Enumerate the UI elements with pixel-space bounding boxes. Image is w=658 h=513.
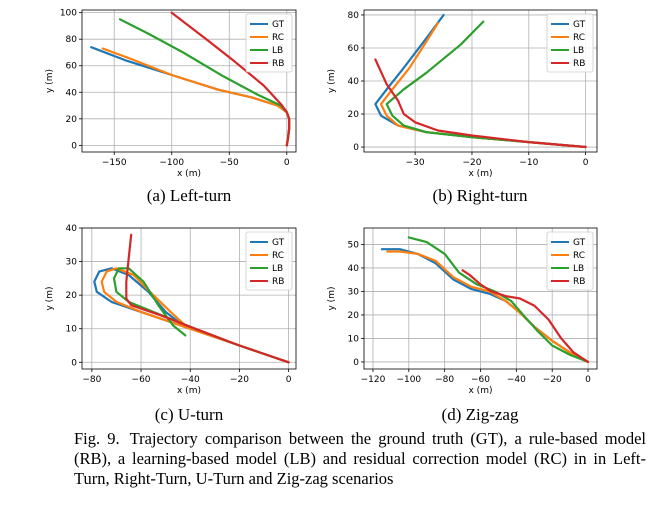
x-axis-label: x (m): [469, 386, 493, 396]
y-tick-label: 20: [348, 311, 360, 321]
legend-box: [245, 13, 293, 73]
y-tick-label: 0: [71, 141, 77, 151]
legend-label-lb: LB: [573, 264, 584, 274]
x-tick-label: −10: [519, 158, 538, 168]
x-tick-label: −40: [181, 375, 200, 385]
caption-label: Fig. 9.: [74, 429, 120, 448]
y-tick-label: 80: [348, 11, 360, 21]
x-axis-label: x (m): [469, 169, 493, 179]
chart-panel-3: −80 −60 −40 −20 0 0 10 20 30 40 x (m) y (m) GT RC LB RB…: [45, 224, 297, 424]
y-tick-label: 0: [353, 143, 359, 153]
y-tick-label: 0: [71, 358, 77, 368]
y-tick-label: 20: [348, 110, 360, 120]
subcaption: (d) Zig-zag: [442, 405, 519, 424]
y-axis-label: y (m): [45, 287, 55, 311]
legend-label-rb: RB: [573, 277, 585, 287]
x-tick-label: −20: [462, 158, 481, 168]
x-tick-label: 0: [585, 375, 591, 385]
legend-label-gt: GT: [573, 20, 586, 30]
x-tick-label: −150: [102, 158, 127, 168]
x-tick-label: −20: [543, 375, 562, 385]
y-tick-label: 60: [348, 44, 360, 54]
legend-label-gt: GT: [272, 238, 285, 248]
x-tick-label: −30: [406, 158, 425, 168]
y-axis-label: y (m): [45, 69, 55, 93]
y-tick-label: 40: [348, 77, 360, 87]
x-tick-label: −120: [361, 375, 386, 385]
y-axis-label: y (m): [327, 69, 337, 93]
x-tick-label: −40: [507, 375, 526, 385]
x-tick-label: −60: [132, 375, 151, 385]
y-tick-label: 80: [66, 35, 78, 45]
legend-label-rb: RB: [573, 59, 585, 69]
y-tick-label: 20: [66, 291, 78, 301]
subcaption: (c) U-turn: [155, 405, 224, 424]
y-tick-label: 30: [66, 258, 78, 268]
axes-frame: [81, 227, 297, 370]
series-line-rb: [374, 58, 587, 149]
y-tick-label: 30: [348, 287, 360, 297]
legend-label-lb: LB: [573, 46, 584, 56]
x-tick-label: −80: [82, 375, 101, 385]
y-tick-label: 100: [60, 9, 77, 19]
x-axis-label: x (m): [177, 169, 201, 179]
y-axis-label: y (m): [327, 287, 337, 311]
y-tick-label: 10: [66, 325, 78, 335]
legend-label-gt: GT: [272, 20, 285, 30]
y-tick-label: 50: [348, 240, 360, 250]
x-tick-label: 0: [286, 375, 292, 385]
subcaption: (a) Left-turn: [147, 186, 232, 205]
y-tick-label: 10: [348, 334, 360, 344]
x-axis-label: x (m): [177, 386, 201, 396]
legend: GT RC LB RB: [245, 231, 293, 291]
y-tick-label: 60: [66, 62, 78, 72]
chart-panel-2: −30 −20 −10 0 0 20 40 60 80 x (m) y (m) GT RC LB RB (b)…: [327, 9, 598, 205]
chart-panel-1: −150 −100 −50 0 0 20 40 60 80 100 x (m) y (m) GT RC LB…: [45, 9, 297, 205]
legend-box: [546, 13, 594, 73]
axes-frame: [81, 9, 297, 153]
legend-label-rc: RC: [573, 251, 585, 261]
x-tick-label: 0: [284, 158, 290, 168]
x-tick-label: −100: [396, 375, 421, 385]
legend-label-rc: RC: [272, 33, 284, 43]
x-tick-label: −20: [230, 375, 249, 385]
legend-label-gt: GT: [573, 238, 586, 248]
y-tick-label: 40: [348, 264, 360, 274]
y-tick-label: 20: [66, 115, 78, 125]
legend-label-lb: LB: [272, 264, 283, 274]
legend-box: [546, 231, 594, 291]
legend-label-rc: RC: [573, 33, 585, 43]
series-line-rb: [125, 233, 290, 364]
figure-caption: Fig. 9. Trajectory comparison between the…: [74, 429, 646, 489]
legend-label-lb: LB: [272, 46, 283, 56]
y-tick-label: 40: [66, 88, 78, 98]
legend-label-rb: RB: [272, 277, 284, 287]
legend-box: [245, 231, 293, 291]
caption-text: Trajectory comparison between the ground…: [74, 429, 646, 488]
x-tick-label: −50: [220, 158, 239, 168]
chart-panel-4: −120 −100 −80 −60 −40 −20 0 0 10 20 30 40 50 x (m) y (…: [327, 227, 598, 424]
x-tick-label: −60: [471, 375, 490, 385]
series-line-rb: [170, 11, 291, 147]
y-tick-label: 40: [66, 224, 78, 234]
legend: GT RC LB RB: [546, 231, 594, 291]
subcaption: (b) Right-turn: [433, 186, 528, 205]
x-tick-label: −100: [159, 158, 184, 168]
legend: GT RC LB RB: [245, 13, 293, 73]
legend: GT RC LB RB: [546, 13, 594, 73]
series-line-rc: [100, 267, 290, 364]
y-tick-label: 0: [353, 358, 359, 368]
legend-label-rb: RB: [272, 59, 284, 69]
x-tick-label: 0: [583, 158, 589, 168]
x-tick-label: −80: [435, 375, 454, 385]
legend-label-rc: RC: [272, 251, 284, 261]
series-line-rb: [461, 269, 590, 363]
